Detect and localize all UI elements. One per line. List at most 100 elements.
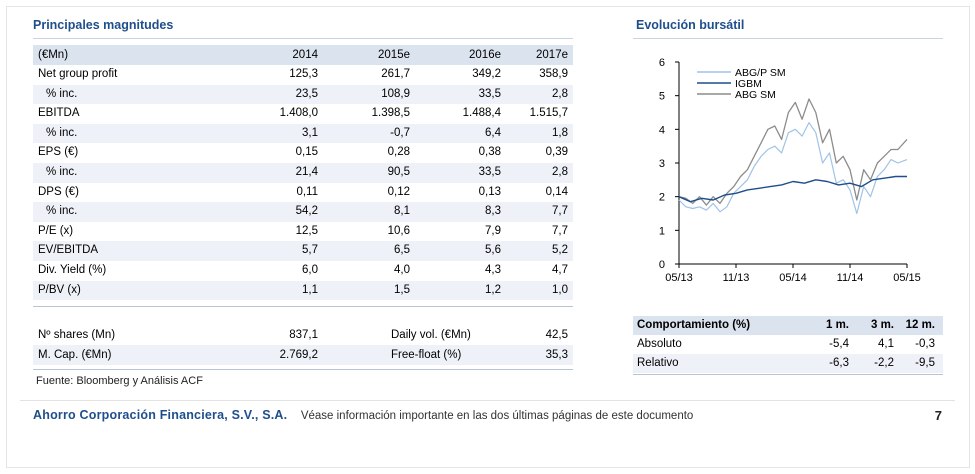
cell-value: 5,7 [302, 244, 318, 257]
cell-value: 2,8 [552, 165, 568, 178]
cell-value: 6,0 [302, 263, 318, 276]
mcap-value: 2.769,2 [279, 349, 318, 361]
row-label: Net group profit [38, 68, 118, 80]
x-tick-label: 05/13 [665, 272, 693, 284]
perf-absolute-3m: 4,1 [878, 338, 894, 350]
cell-value: 7,7 [552, 205, 568, 218]
y-tick-label: 4 [659, 124, 665, 136]
footer-rule [20, 400, 955, 401]
header-2015e: 2015e [378, 49, 410, 61]
footer: Ahorro Corporación Financiera, S.V., S.A… [33, 408, 693, 422]
cell-value: 8,1 [394, 205, 410, 218]
shares-label: Nº shares (Mn) [38, 329, 116, 341]
cell-value: 1.398,5 [371, 107, 410, 120]
cell-value: 0,38 [478, 146, 501, 159]
cell-value: 1.408,0 [279, 107, 318, 120]
perf-relative-12m: -9,5 [915, 357, 935, 369]
table-row: P/BV (x) 1,1 1,5 1,2 1,0 [33, 280, 573, 301]
cell-value: 5,6 [485, 244, 501, 257]
cell-value: 4,3 [485, 263, 501, 276]
header-2017e: 2017e [536, 49, 568, 61]
cell-value: 1,8 [552, 126, 568, 139]
cell-value: 7,9 [485, 224, 501, 237]
cell-value: 261,7 [381, 68, 410, 80]
cell-value: -0,7 [390, 126, 410, 139]
dailyvol-label: Daily vol. (€Mn) [391, 329, 471, 341]
cell-value: 23,5 [295, 87, 318, 100]
page-number: 7 [934, 408, 942, 423]
cell-value: 7,7 [552, 224, 568, 237]
perf-absolute-12m: -0,3 [915, 338, 935, 350]
page-frame [6, 6, 970, 468]
footer-brand: Ahorro Corporación Financiera, S.V., S.A… [33, 408, 288, 422]
y-tick-label: 5 [659, 91, 665, 103]
series-line-igbm [678, 175, 907, 203]
cell-value: 4,0 [394, 263, 410, 276]
table-row: DPS (€) 0,11 0,12 0,13 0,14 [33, 183, 573, 203]
table-row: M. Cap. (€Mn) 2.769,2 Free-float (%) 35,… [33, 345, 573, 365]
header-2016e: 2016e [469, 49, 501, 61]
market-bottom-rule [33, 369, 573, 370]
row-label: EV/EBITDA [38, 244, 99, 257]
stock-chart: 0 1 2 3 4 5 6 05/13 11/13 05/14 11/14 05/15 ABG/P SM… [659, 57, 921, 284]
perf-relative-label: Relativo [637, 357, 679, 369]
row-label: DPS (€) [38, 185, 79, 198]
cell-value: 12,5 [295, 224, 318, 237]
header-3m: 3 m. [870, 319, 894, 331]
cell-value: 10,6 [387, 224, 410, 237]
cell-value: 1.515,7 [529, 107, 568, 120]
table-row: Net group profit 125,3 261,7 349,2 358,9 [33, 65, 573, 85]
header-12m: 12 m. [905, 319, 935, 331]
table-row: Relativo -6,3 -2,2 -9,5 [633, 354, 943, 373]
cell-value: 1,1 [302, 283, 318, 296]
cell-value: 1,5 [394, 283, 410, 296]
cell-value: 6,5 [394, 244, 410, 257]
cell-value: 358,9 [539, 68, 568, 80]
cell-value: 1.488,4 [462, 107, 501, 120]
magnitudes-table: (€Mn) 2014 2015e 2016e 2017e Net group p… [33, 45, 573, 301]
cell-value: 349,2 [472, 68, 501, 80]
header-unit: (€Mn) [38, 49, 69, 61]
table-row: % inc. 21,4 90,5 33,5 2,8 [33, 162, 573, 183]
table-row: Absoluto -5,4 4,1 -0,3 [633, 335, 943, 354]
table-bottom-rule [33, 306, 573, 307]
right-title-rule [633, 38, 943, 39]
table-row: Nº shares (Mn) 837,1 Daily vol. (€Mn) 42… [33, 325, 573, 345]
perf-absolute-1m: -5,4 [829, 338, 849, 350]
y-tick-label: 2 [659, 192, 665, 204]
freefloat-label: Free-float (%) [391, 349, 462, 361]
perf-bottom-rule [633, 374, 943, 375]
row-label: % inc. [46, 126, 78, 139]
table-row: % inc. 23,5 108,9 33,5 2,8 [33, 84, 573, 105]
y-tick-label: 1 [659, 225, 665, 237]
cell-value: 54,2 [295, 205, 318, 218]
cell-value: 0,28 [387, 146, 410, 159]
left-title-rule [33, 38, 573, 39]
cell-value: 0,13 [478, 185, 501, 198]
dailyvol-value: 42,5 [545, 329, 568, 341]
footer-note: Véase información importante en las dos … [300, 410, 694, 422]
cell-value: 0,11 [296, 185, 318, 198]
cell-value: 0,12 [387, 185, 410, 198]
table-row: Div. Yield (%) 6,0 4,0 4,3 4,7 [33, 261, 573, 281]
header-2014: 2014 [292, 49, 318, 61]
perf-absolute-label: Absoluto [637, 338, 682, 350]
table-row: EV/EBITDA 5,7 6,5 5,6 5,2 [33, 241, 573, 261]
cell-value: 108,9 [381, 87, 410, 100]
row-label: Div. Yield (%) [38, 263, 107, 276]
market-data-table: Nº shares (Mn) 837,1 Daily vol. (€Mn) 42… [33, 325, 573, 365]
legend-label: IGBM [735, 78, 762, 90]
source-note: Fuente: Bloomberg y Análisis ACF [36, 375, 203, 387]
right-section-title: Evolución bursátil [636, 18, 745, 32]
y-tick-label: 0 [659, 259, 665, 271]
cell-value: 0,14 [545, 185, 568, 198]
table-row: P/E (x) 12,5 10,6 7,9 7,7 [33, 222, 573, 242]
y-tick-label: 6 [659, 57, 665, 69]
freefloat-value: 35,3 [545, 349, 568, 361]
row-label: % inc. [46, 87, 78, 100]
performance-header: Comportamiento (%) 1 m. 3 m. 12 m. [633, 316, 943, 335]
x-tick-label: 11/14 [837, 272, 864, 284]
cell-value: 5,2 [552, 244, 568, 257]
cell-value: 8,3 [485, 205, 501, 218]
cell-value: 1,2 [485, 283, 501, 296]
